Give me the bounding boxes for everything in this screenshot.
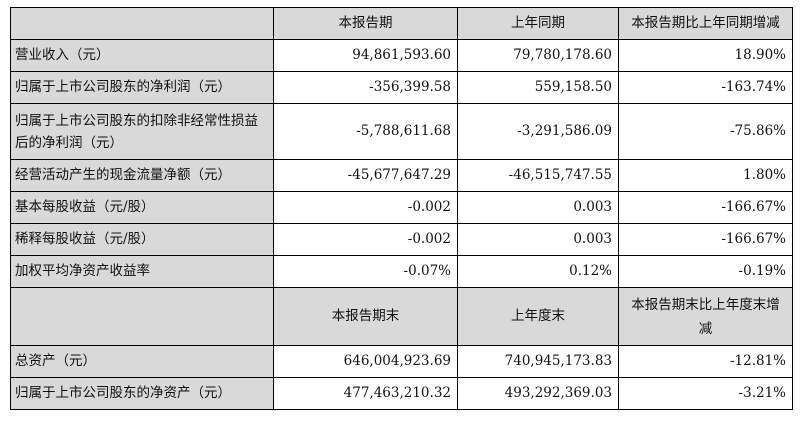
header-yoy-change: 本报告期比上年同期增减 [618, 7, 793, 40]
table-row: 加权平均净资产收益率 -0.07% 0.12% -0.19% [10, 255, 793, 288]
header-prior-year-period: 上年同期 [457, 7, 619, 40]
financial-table: 本报告期 上年同期 本报告期比上年同期增减 营业收入（元） 94,861,593… [10, 7, 793, 410]
table-row: 稀释每股收益（元/股） -0.002 0.003 -166.67% [10, 223, 793, 256]
value-change: -163.74% [618, 71, 793, 104]
row-label: 归属于上市公司股东的净利润（元） [10, 71, 274, 104]
table-row: 营业收入（元） 94,861,593.60 79,780,178.60 18.9… [10, 39, 793, 72]
row-label: 归属于上市公司股东的净资产（元） [10, 377, 274, 410]
table-row: 经营活动产生的现金流量净额（元） -45,677,647.29 -46,515,… [10, 159, 793, 192]
header-corner-cell [10, 287, 274, 346]
row-label: 总资产（元） [10, 345, 274, 378]
value-current: -5,788,611.68 [273, 103, 458, 160]
value-prior: 0.003 [457, 223, 619, 256]
table-row: 基本每股收益（元/股） -0.002 0.003 -166.67% [10, 191, 793, 224]
header-period-end-change: 本报告期末比上年度末增减 [618, 287, 793, 346]
value-prior: 740,945,173.83 [457, 345, 619, 378]
value-change: -12.81% [618, 345, 793, 378]
row-label: 稀释每股收益（元/股） [10, 223, 274, 256]
table-row: 归属于上市公司股东的净资产（元） 477,463,210.32 493,292,… [10, 377, 793, 410]
value-current: -0.07% [273, 255, 458, 288]
value-change: -75.86% [618, 103, 793, 160]
header-prior-year-end: 上年度末 [457, 287, 619, 346]
value-prior: 79,780,178.60 [457, 39, 619, 72]
value-prior: -46,515,747.55 [457, 159, 619, 192]
value-current: 477,463,210.32 [273, 377, 458, 410]
value-current: 646,004,923.69 [273, 345, 458, 378]
row-label: 加权平均净资产收益率 [10, 255, 274, 288]
value-prior: -3,291,586.09 [457, 103, 619, 160]
value-current: 94,861,593.60 [273, 39, 458, 72]
value-change: -0.19% [618, 255, 793, 288]
value-current: -0.002 [273, 223, 458, 256]
value-current: -0.002 [273, 191, 458, 224]
row-label: 基本每股收益（元/股） [10, 191, 274, 224]
value-prior: 0.12% [457, 255, 619, 288]
header-row-period-end: 本报告期末 上年度末 本报告期末比上年度末增减 [10, 287, 793, 346]
value-change: -166.67% [618, 191, 793, 224]
value-prior: 0.003 [457, 191, 619, 224]
row-label: 营业收入（元） [10, 39, 274, 72]
value-change: -166.67% [618, 223, 793, 256]
table-row: 总资产（元） 646,004,923.69 740,945,173.83 -12… [10, 345, 793, 378]
header-corner-cell [10, 7, 274, 40]
row-label: 经营活动产生的现金流量净额（元） [10, 159, 274, 192]
table-row: 归属于上市公司股东的扣除非经常性损益后的净利润（元） -5,788,611.68… [10, 103, 793, 160]
table-row: 归属于上市公司股东的净利润（元） -356,399.58 559,158.50 … [10, 71, 793, 104]
value-current: -45,677,647.29 [273, 159, 458, 192]
value-change: 1.80% [618, 159, 793, 192]
header-row-period: 本报告期 上年同期 本报告期比上年同期增减 [10, 7, 793, 40]
header-current-period-end: 本报告期末 [273, 287, 458, 346]
value-prior: 493,292,369.03 [457, 377, 619, 410]
value-change: 18.90% [618, 39, 793, 72]
financial-summary: 本报告期 上年同期 本报告期比上年同期增减 营业收入（元） 94,861,593… [10, 7, 793, 410]
value-change: -3.21% [618, 377, 793, 410]
value-prior: 559,158.50 [457, 71, 619, 104]
value-current: -356,399.58 [273, 71, 458, 104]
header-current-period: 本报告期 [273, 7, 458, 40]
row-label: 归属于上市公司股东的扣除非经常性损益后的净利润（元） [10, 103, 274, 160]
